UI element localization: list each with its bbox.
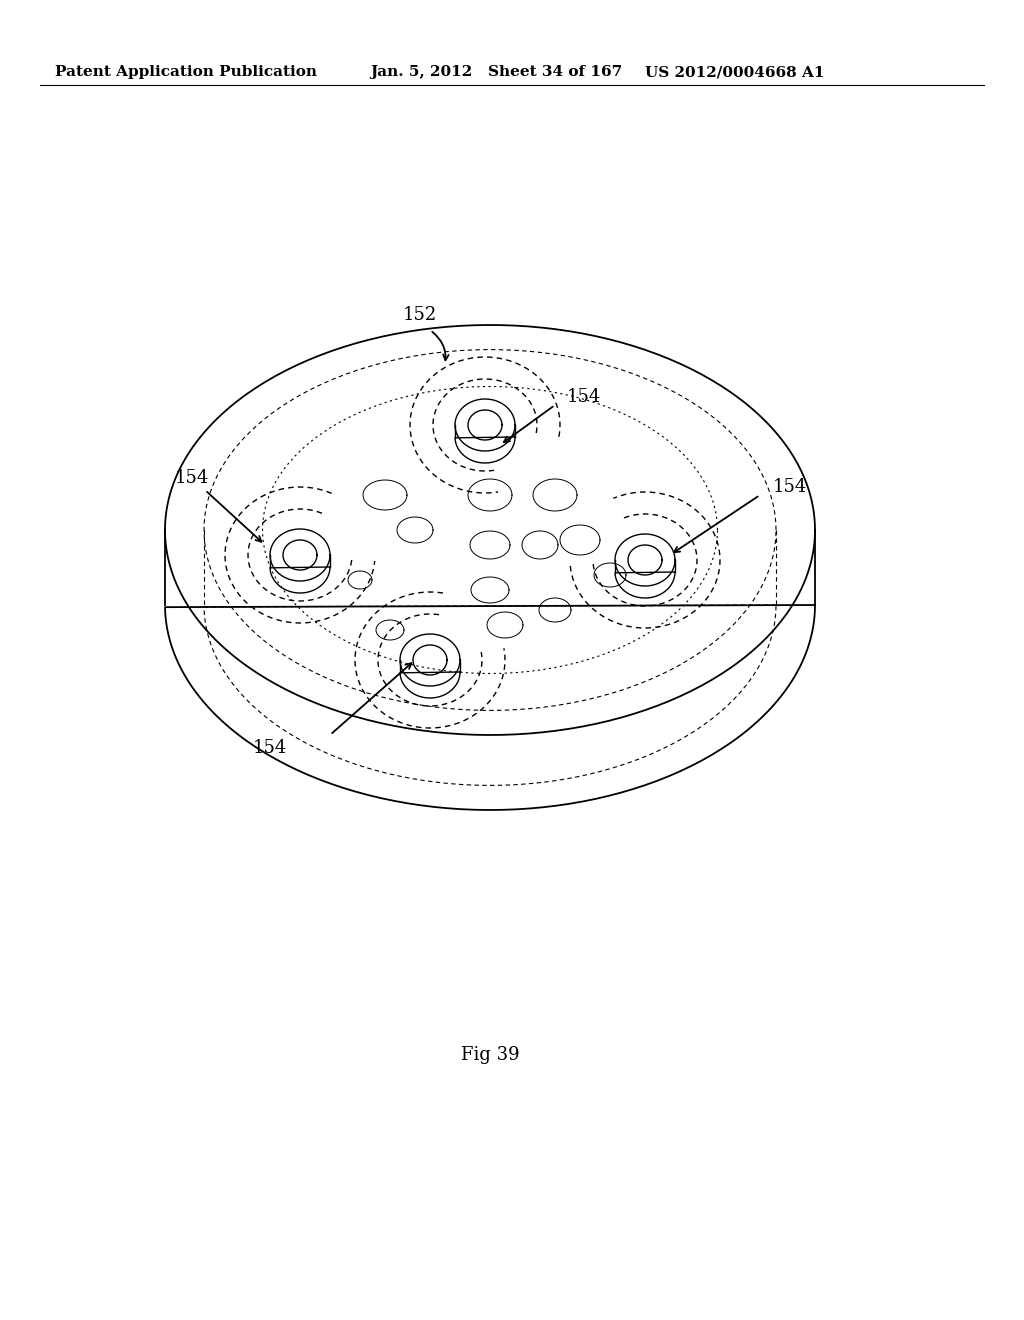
Text: 152: 152 — [402, 306, 437, 323]
Text: 154: 154 — [253, 739, 287, 756]
Text: 154: 154 — [175, 469, 209, 487]
Text: 154: 154 — [773, 478, 807, 496]
Text: Patent Application Publication: Patent Application Publication — [55, 65, 317, 79]
Text: Jan. 5, 2012   Sheet 34 of 167: Jan. 5, 2012 Sheet 34 of 167 — [370, 65, 623, 79]
Text: 154: 154 — [567, 388, 601, 407]
Text: US 2012/0004668 A1: US 2012/0004668 A1 — [645, 65, 824, 79]
Text: Fig 39: Fig 39 — [461, 1045, 519, 1064]
